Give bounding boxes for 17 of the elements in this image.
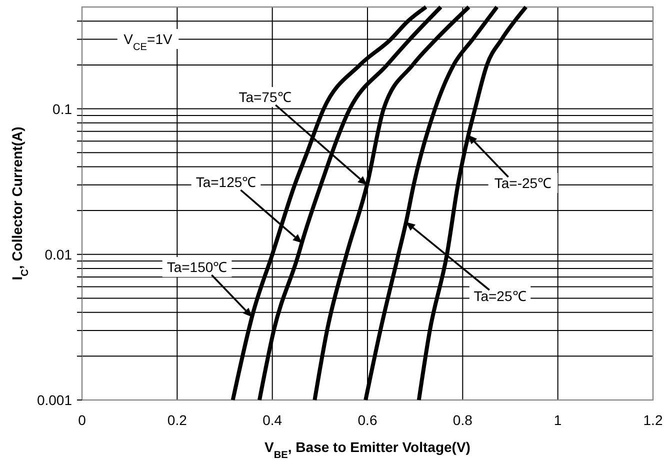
x-tick-label: 0 bbox=[78, 412, 86, 428]
x-axis-title: V$_{BE}$, Base to Emitter Voltage(V) bbox=[264, 439, 470, 460]
annotation: V$_{CE}$=1V bbox=[124, 31, 173, 52]
x-tick-label: 1.2 bbox=[643, 412, 663, 428]
y-tick-label: 0.001 bbox=[36, 392, 72, 408]
annotation: Ta=150℃ bbox=[166, 259, 228, 275]
y-tick-label: 0.01 bbox=[44, 246, 72, 262]
y-tick-label: 0.1 bbox=[52, 100, 72, 117]
x-tick-label: 1 bbox=[554, 412, 562, 428]
x-tick-label: 0.4 bbox=[262, 412, 282, 428]
annotation: Ta=125℃ bbox=[196, 174, 256, 190]
x-tick-label: 0.2 bbox=[167, 412, 188, 428]
annotation: Ta=75℃ bbox=[238, 89, 292, 105]
annotation: Ta=-25℃ bbox=[494, 175, 552, 191]
x-tick-label: 0.8 bbox=[452, 412, 473, 428]
annotation: Ta=25℃ bbox=[474, 288, 526, 304]
x-tick-label: 0.6 bbox=[358, 412, 378, 428]
